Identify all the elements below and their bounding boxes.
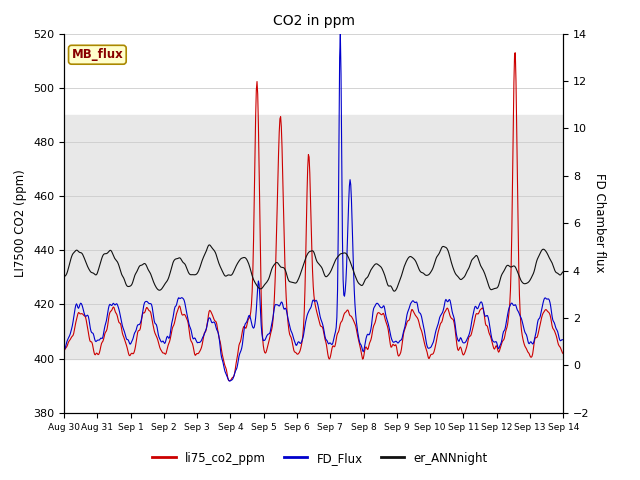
Y-axis label: FD Chamber flux: FD Chamber flux (593, 173, 606, 273)
Title: CO2 in ppm: CO2 in ppm (273, 14, 355, 28)
Legend: li75_co2_ppm, FD_Flux, er_ANNnight: li75_co2_ppm, FD_Flux, er_ANNnight (147, 447, 493, 469)
Bar (64, 115, 563, 359)
Text: MB_flux: MB_flux (72, 48, 124, 61)
Y-axis label: LI7500 CO2 (ppm): LI7500 CO2 (ppm) (15, 169, 28, 277)
